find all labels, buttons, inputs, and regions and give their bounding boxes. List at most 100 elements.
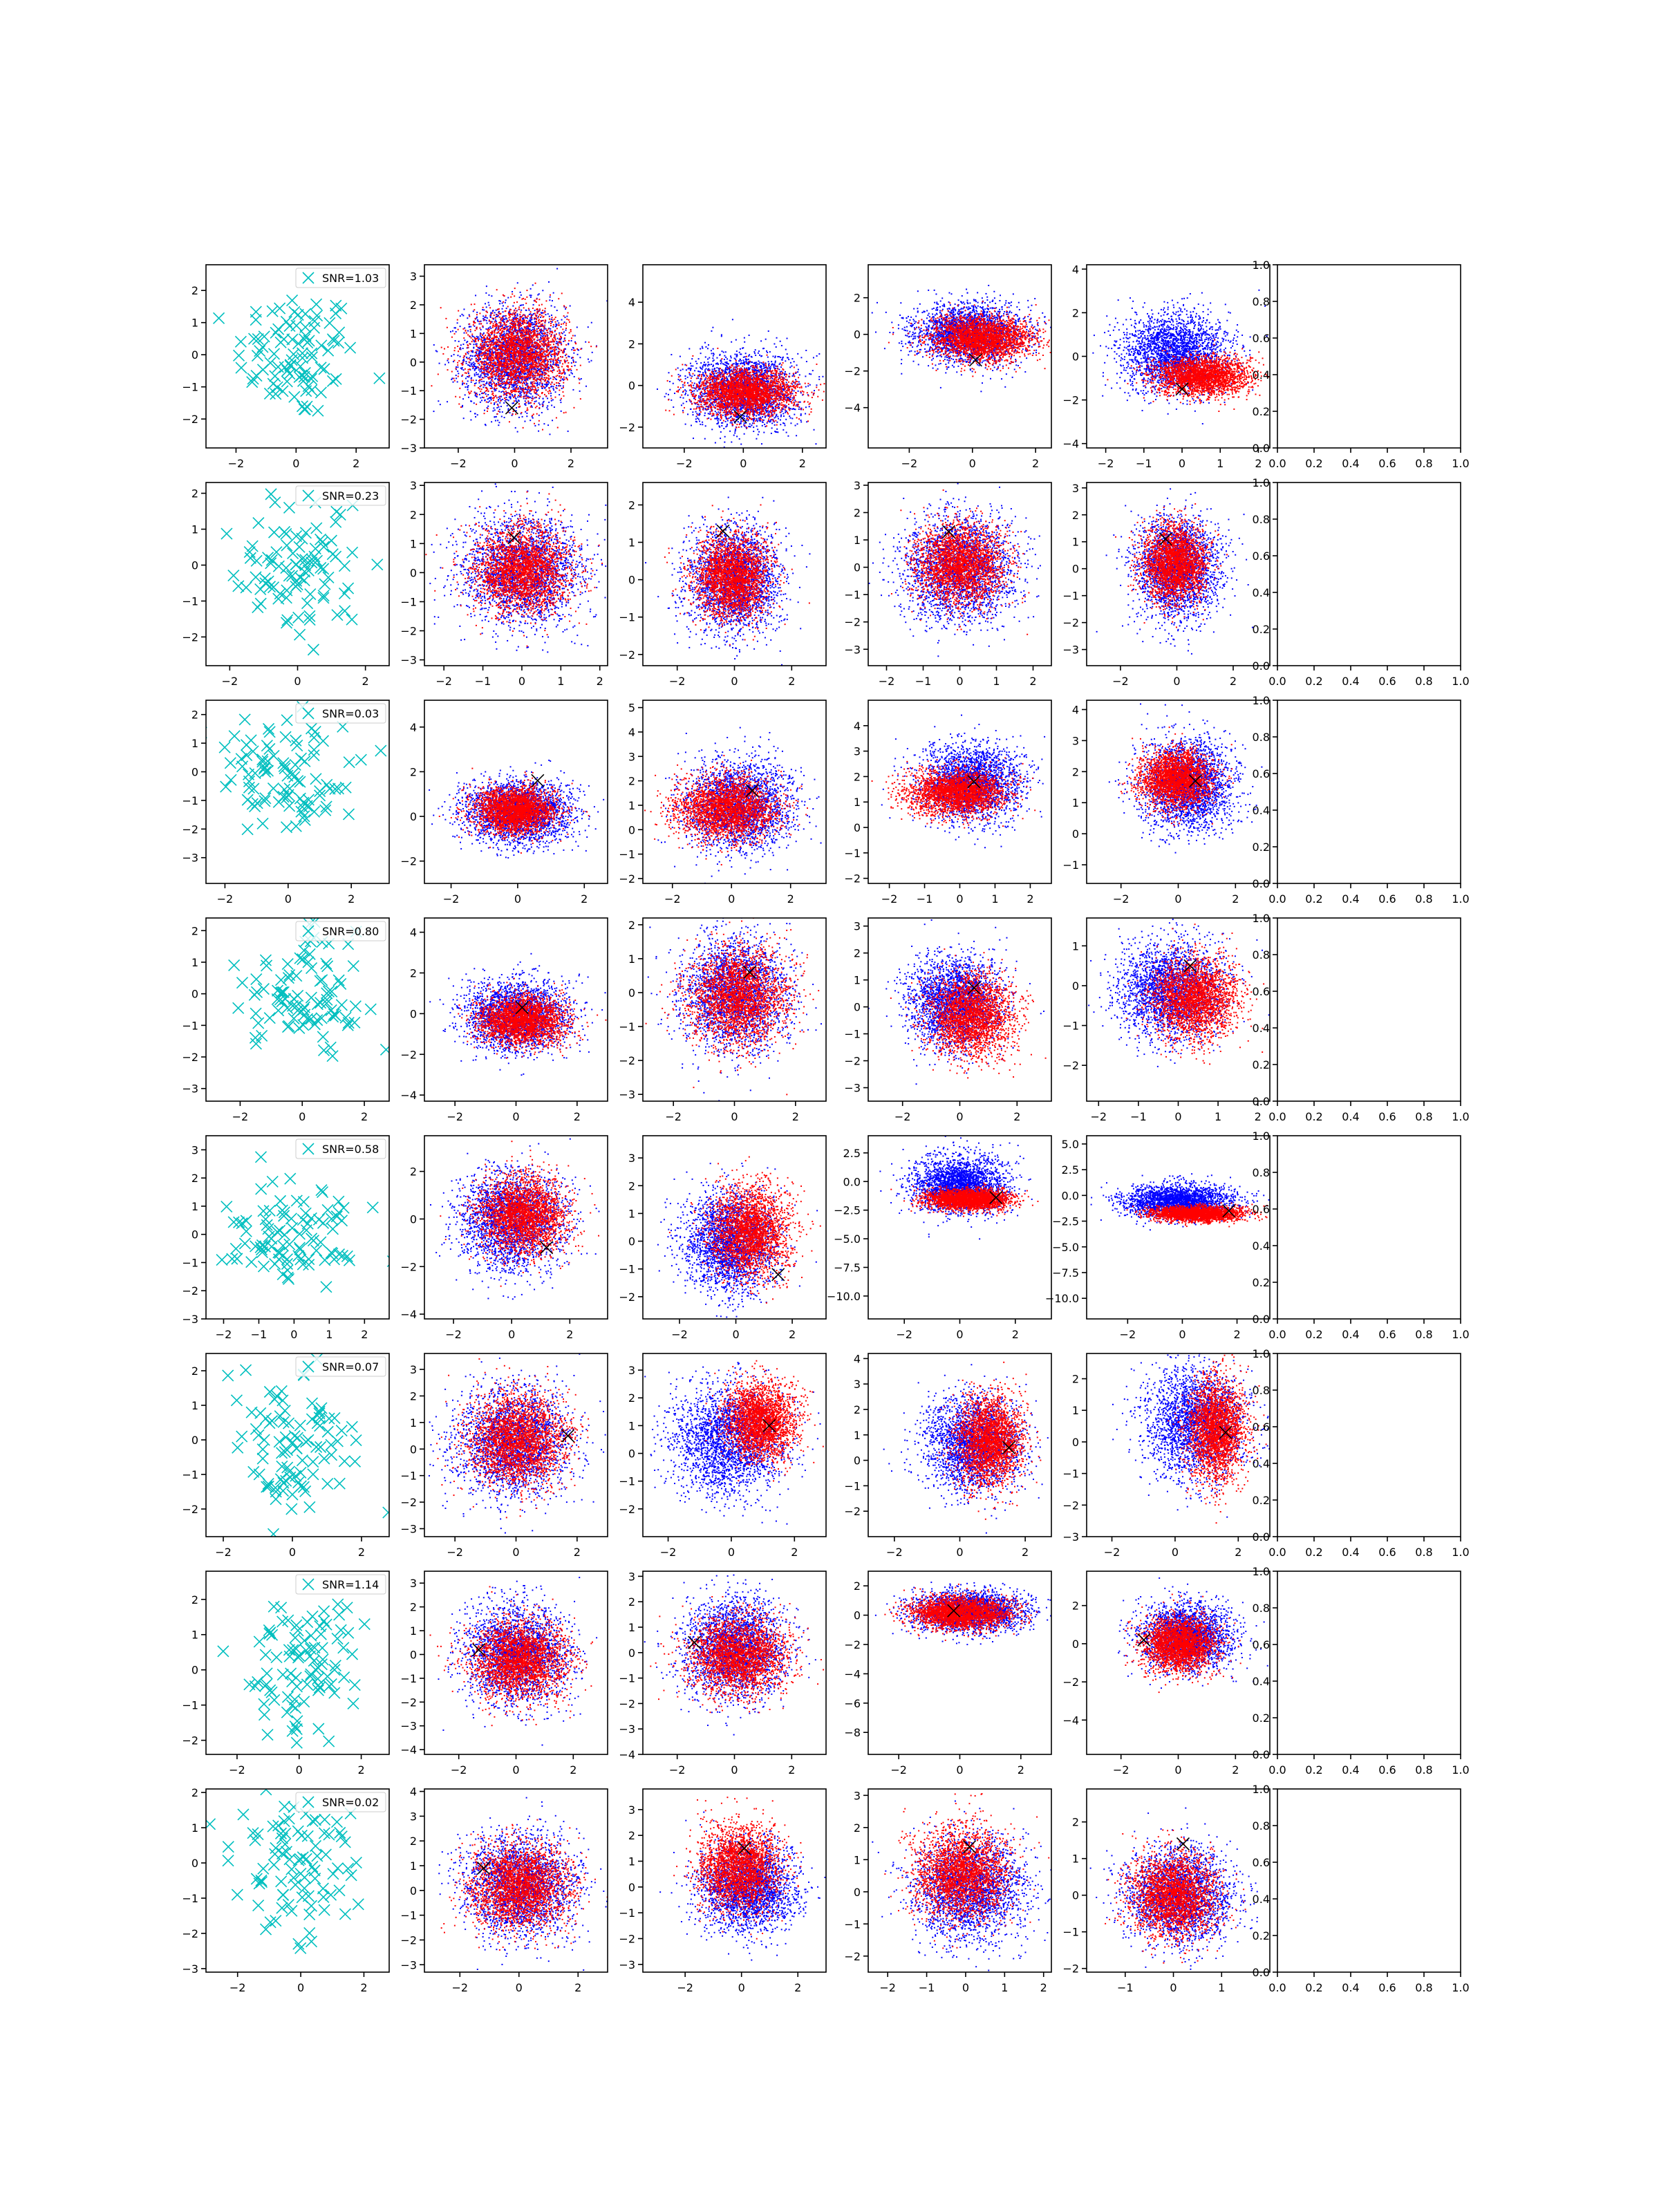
red-point bbox=[505, 341, 506, 342]
red-point bbox=[511, 314, 512, 315]
red-point bbox=[507, 367, 509, 368]
red-point bbox=[518, 326, 519, 328]
red-point bbox=[550, 352, 551, 353]
blue-point bbox=[543, 335, 545, 337]
red-point bbox=[491, 344, 493, 346]
red-point bbox=[470, 329, 471, 330]
red-point bbox=[497, 413, 498, 415]
red-point bbox=[474, 385, 476, 386]
red-point bbox=[463, 337, 465, 339]
blue-point bbox=[499, 303, 500, 304]
red-point bbox=[537, 378, 538, 379]
red-point bbox=[545, 389, 547, 391]
red-point bbox=[539, 322, 541, 324]
blue-point bbox=[480, 397, 481, 399]
blue-point bbox=[482, 397, 483, 398]
red-point bbox=[498, 332, 499, 333]
red-point bbox=[503, 301, 504, 303]
red-point bbox=[496, 332, 498, 334]
red-point bbox=[545, 311, 546, 312]
blue-point bbox=[690, 380, 691, 382]
red-point bbox=[546, 330, 547, 331]
red-point bbox=[474, 337, 476, 339]
y-tick-label: −2 bbox=[182, 413, 198, 426]
blue-point bbox=[466, 363, 467, 364]
red-point bbox=[553, 377, 554, 378]
cyan-x-point bbox=[299, 404, 310, 415]
red-point bbox=[514, 339, 515, 340]
red-point bbox=[509, 328, 511, 330]
red-point bbox=[546, 373, 547, 375]
red-point bbox=[486, 402, 487, 403]
blue-point bbox=[476, 379, 477, 381]
red-point bbox=[529, 355, 531, 356]
red-point bbox=[550, 341, 552, 342]
red-point bbox=[537, 355, 538, 357]
red-point bbox=[532, 400, 533, 401]
blue-point bbox=[556, 385, 557, 386]
red-point bbox=[564, 337, 565, 339]
blue-point bbox=[538, 424, 539, 425]
red-point bbox=[519, 326, 521, 327]
red-point bbox=[512, 293, 513, 294]
blue-point bbox=[462, 348, 464, 349]
red-point bbox=[521, 344, 523, 345]
blue-point bbox=[530, 288, 532, 290]
blue-point bbox=[538, 397, 540, 399]
red-point bbox=[588, 341, 590, 343]
red-point bbox=[541, 324, 542, 326]
blue-point bbox=[498, 397, 499, 398]
blue-point bbox=[585, 341, 586, 343]
red-point bbox=[568, 340, 570, 341]
red-point bbox=[524, 376, 525, 377]
red-point bbox=[491, 377, 492, 378]
red-point bbox=[467, 334, 469, 335]
red-point bbox=[512, 353, 513, 354]
red-point bbox=[491, 373, 492, 375]
red-point bbox=[547, 391, 549, 392]
red-point bbox=[498, 382, 499, 383]
red-point bbox=[537, 346, 538, 347]
red-point bbox=[529, 369, 530, 371]
red-point bbox=[529, 330, 531, 332]
red-point bbox=[528, 325, 529, 326]
red-point bbox=[560, 356, 561, 357]
red-point bbox=[496, 385, 497, 386]
red-point bbox=[561, 292, 563, 294]
blue-point bbox=[458, 341, 460, 342]
red-point bbox=[494, 396, 495, 397]
red-point bbox=[530, 324, 532, 326]
cyan-x-point bbox=[294, 361, 306, 372]
red-point bbox=[534, 317, 535, 319]
blue-point bbox=[500, 360, 502, 362]
red-point bbox=[516, 343, 517, 344]
blue-point bbox=[559, 394, 560, 395]
red-point bbox=[495, 367, 496, 368]
red-point bbox=[483, 355, 485, 356]
blue-point bbox=[490, 313, 491, 315]
red-point bbox=[547, 355, 549, 357]
red-point bbox=[537, 331, 538, 332]
red-point bbox=[532, 375, 533, 376]
red-point bbox=[497, 355, 498, 356]
red-point bbox=[507, 342, 509, 344]
blue-point bbox=[502, 399, 503, 400]
red-point bbox=[549, 333, 550, 335]
red-point bbox=[533, 335, 534, 336]
red-point bbox=[535, 283, 536, 284]
red-point bbox=[476, 345, 477, 346]
red-point bbox=[563, 377, 565, 378]
red-point bbox=[531, 315, 532, 316]
red-point bbox=[498, 371, 499, 372]
red-point bbox=[529, 386, 530, 388]
red-point bbox=[552, 317, 553, 318]
red-point bbox=[496, 350, 498, 351]
red-point bbox=[512, 358, 514, 359]
red-point bbox=[549, 319, 550, 320]
red-point bbox=[478, 346, 480, 348]
blue-point bbox=[512, 394, 513, 395]
red-point bbox=[535, 351, 536, 353]
red-point bbox=[529, 374, 530, 375]
red-point bbox=[496, 324, 498, 326]
red-point bbox=[533, 385, 534, 386]
